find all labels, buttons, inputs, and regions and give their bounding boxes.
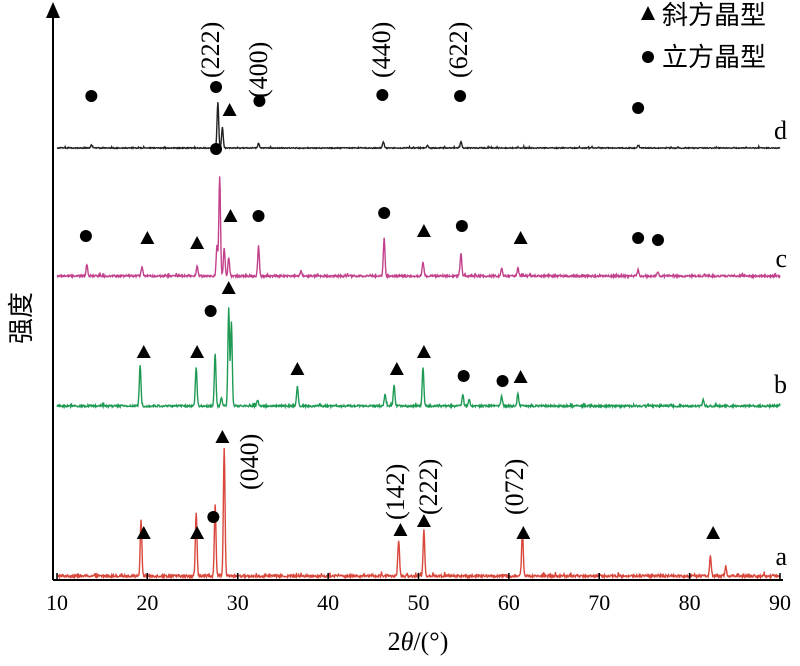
series-layer: a b c d	[56, 102, 787, 580]
hkl-label-5: (142)	[381, 464, 410, 520]
x-tick-label-30: 30	[227, 590, 249, 615]
legend-label-orthorhombic: 斜方晶型	[662, 1, 766, 30]
series-label-b: b	[774, 370, 787, 399]
series-label-c: c	[775, 244, 787, 273]
triangle-marker-b-6	[416, 345, 431, 358]
triangle-marker-c-2	[190, 236, 205, 249]
hkl-label-4: (040)	[235, 434, 264, 490]
triangle-marker-a-4	[393, 523, 408, 536]
x-tick-label-90: 90	[769, 590, 791, 615]
circle-marker-b-8	[496, 375, 509, 387]
triangle-marker-a-5	[416, 514, 431, 527]
circle-marker-d-4	[253, 95, 266, 107]
circle-marker-a-2	[207, 511, 220, 523]
triangle-marker-b-3	[221, 281, 236, 294]
triangle-marker-c-1	[140, 231, 155, 244]
x-tick-label-20: 20	[136, 590, 158, 615]
circle-marker-b-2	[204, 305, 217, 317]
legend-circle-icon	[642, 51, 654, 63]
series-label-d: d	[774, 116, 787, 145]
legend-label-cubic: 立方晶型	[662, 43, 766, 72]
x-tick-label-40: 40	[317, 590, 339, 615]
annotation-layer: (222) (400) (440) (622)(040)(142) (222) (072)	[196, 22, 529, 520]
legend-triangle-icon	[641, 6, 655, 20]
y-axis-arrow	[46, 2, 60, 18]
circle-marker-d-0	[85, 90, 98, 102]
circle-marker-d-5	[376, 89, 389, 101]
hkl-label-2: (440)	[367, 22, 396, 78]
triangle-marker-c-8	[513, 231, 528, 244]
triangle-marker-b-0	[136, 345, 151, 358]
circle-marker-d-6	[454, 90, 467, 102]
triangle-marker-b-5	[389, 362, 404, 375]
y-axis-title: 强度	[7, 292, 36, 344]
x-axis-title: 2θ/(°)	[388, 627, 449, 656]
hkl-label-3: (622)	[444, 22, 473, 78]
hkl-label-6: (222)	[414, 459, 443, 515]
triangle-marker-a-6	[516, 526, 531, 539]
circle-marker-c-0	[79, 230, 92, 242]
triangle-marker-c-6	[416, 224, 431, 237]
circle-marker-c-7	[455, 220, 468, 232]
triangle-marker-b-4	[290, 362, 305, 375]
circle-marker-c-10	[651, 234, 664, 246]
triangle-marker-c-3	[223, 209, 238, 222]
circle-marker-c-9	[632, 232, 645, 244]
series-line-d	[56, 102, 781, 151]
triangle-marker-b-1	[190, 345, 205, 358]
triangle-marker-a-3	[215, 430, 230, 443]
series-line-a	[56, 447, 781, 580]
triangle-marker-d-3	[222, 103, 237, 116]
x-tick-label-50: 50	[408, 590, 430, 615]
series-label-a: a	[775, 542, 787, 571]
legend: 斜方晶型 立方晶型	[641, 1, 766, 72]
triangle-marker-b-9	[513, 370, 528, 383]
circle-marker-b-7	[457, 370, 470, 382]
x-tick-label-60: 60	[498, 590, 520, 615]
triangle-marker-a-7	[706, 526, 721, 539]
series-line-b	[56, 307, 781, 410]
circle-marker-d-1	[210, 81, 223, 93]
circle-marker-d-7	[632, 102, 645, 114]
x-tick-label-10: 10	[46, 590, 68, 615]
circle-marker-c-4	[252, 210, 265, 222]
triangle-marker-a-0	[136, 526, 151, 539]
marker-layer	[79, 81, 721, 539]
hkl-label-0: (222)	[196, 22, 225, 78]
circle-marker-d-2	[210, 143, 223, 155]
tick-layer: 10 20 30 40 50 60 70 80 90	[46, 573, 791, 615]
circle-marker-c-5	[378, 207, 391, 219]
x-tick-label-70: 70	[588, 590, 610, 615]
series-line-c	[56, 176, 781, 280]
triangle-marker-a-1	[190, 526, 205, 539]
x-tick-label-80: 80	[679, 590, 701, 615]
hkl-label-1: (400)	[244, 42, 273, 98]
hkl-label-7: (072)	[500, 459, 529, 515]
